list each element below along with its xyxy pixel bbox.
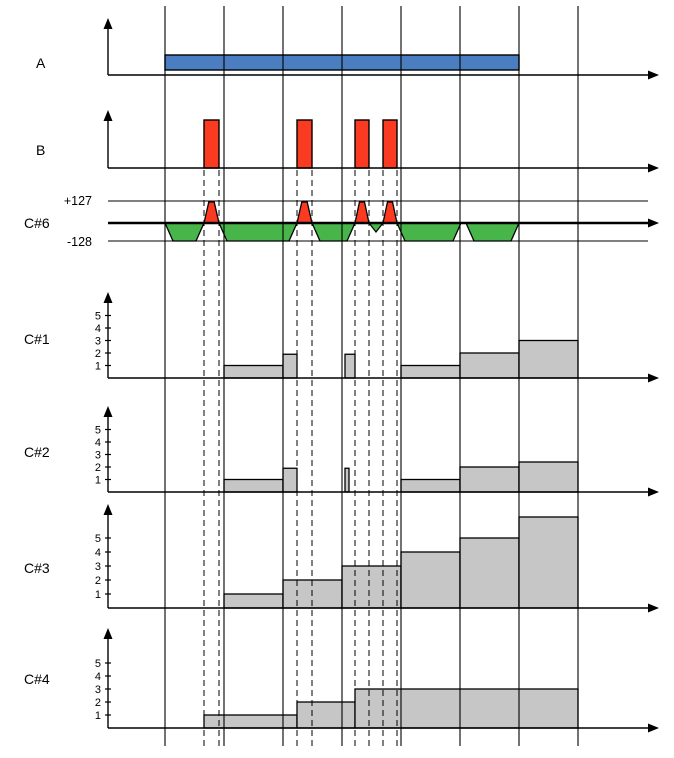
wave-low-segment — [310, 222, 357, 242]
row-label: C#6 — [24, 215, 50, 231]
x-axis-arrow-icon — [648, 723, 659, 733]
tick-label: 5 — [95, 311, 101, 323]
row-label: C#2 — [24, 444, 50, 460]
step-bar — [400, 364, 461, 379]
step-bar — [400, 478, 461, 493]
y-axis-arrow-icon — [103, 18, 113, 29]
wave-low-segment — [464, 222, 521, 242]
wave-low-segment — [395, 222, 463, 242]
wave-peak — [382, 201, 398, 224]
step-bar — [341, 565, 402, 609]
wave-min-label: -128 — [67, 235, 92, 249]
step-bar — [282, 353, 298, 379]
pulse-bar — [354, 119, 370, 169]
wave-notch — [367, 222, 385, 233]
y-axis-arrow-icon — [103, 292, 113, 303]
step-bar — [518, 516, 579, 609]
tick-label: 3 — [95, 450, 101, 462]
wave-max-label: +127 — [64, 194, 92, 208]
wave-low-segment — [163, 222, 206, 242]
wave-peak — [354, 201, 370, 224]
step-bar — [282, 467, 298, 493]
tick-label: 2 — [95, 697, 101, 709]
pulse-bar — [296, 119, 313, 169]
x-axis-arrow-icon — [648, 603, 659, 613]
tick-label: 3 — [95, 684, 101, 696]
y-axis-arrow-icon — [103, 504, 113, 515]
tick-label: 5 — [95, 658, 101, 670]
tick-label: 4 — [95, 671, 101, 683]
step-bar — [354, 688, 579, 729]
row-label: C#1 — [24, 331, 50, 347]
pulse-bar — [203, 119, 220, 169]
step-bar — [400, 551, 461, 609]
y-axis-arrow-icon — [103, 406, 113, 417]
tick-label: 2 — [95, 348, 101, 360]
tick-label: 4 — [95, 437, 101, 449]
step-bar — [344, 467, 350, 493]
x-axis-arrow-icon — [648, 218, 659, 228]
pulse-bar — [382, 119, 398, 169]
x-axis-arrow-icon — [648, 373, 659, 383]
tick-label: 3 — [95, 561, 101, 573]
tick-label: 1 — [95, 361, 101, 373]
row-label: B — [36, 142, 45, 158]
tick-label: 1 — [95, 589, 101, 601]
y-axis-arrow-icon — [103, 110, 113, 121]
x-axis-arrow-icon — [648, 487, 659, 497]
wave-low-segment — [217, 222, 299, 242]
tick-label: 1 — [95, 710, 101, 722]
tick-label: 5 — [95, 533, 101, 545]
wave-peak — [296, 201, 313, 224]
step-bar — [518, 339, 579, 379]
tick-label: 2 — [95, 462, 101, 474]
tick-label: 4 — [95, 547, 101, 559]
step-bar — [296, 701, 356, 729]
step-bar — [223, 478, 284, 493]
y-axis-arrow-icon — [103, 628, 113, 639]
step-bar — [223, 593, 284, 609]
wave-peak — [203, 201, 220, 224]
tick-label: 1 — [95, 475, 101, 487]
step-bar — [459, 352, 520, 379]
tick-label: 5 — [95, 425, 101, 437]
x-axis-arrow-icon — [648, 70, 659, 80]
row-label: C#3 — [24, 560, 50, 576]
step-bar — [344, 353, 356, 379]
step-bar — [223, 364, 284, 379]
row-label: A — [36, 55, 46, 71]
tick-label: 3 — [95, 336, 101, 348]
step-bar — [459, 466, 520, 493]
tick-label: 2 — [95, 575, 101, 587]
tick-label: 4 — [95, 323, 101, 335]
row-label: C#4 — [24, 671, 50, 687]
step-bar — [459, 537, 520, 609]
step-bar — [518, 461, 579, 493]
x-axis-arrow-icon — [648, 163, 659, 173]
